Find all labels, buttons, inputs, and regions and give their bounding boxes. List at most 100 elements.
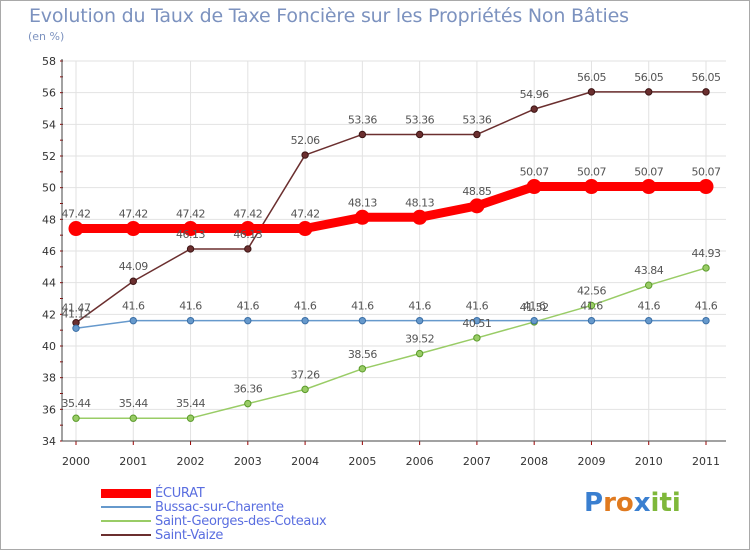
- data-point: [526, 179, 542, 195]
- y-tick-label: 56: [42, 87, 56, 100]
- x-tick-label: 2011: [692, 455, 720, 468]
- data-labels: 47.42 47.42 47.42 47.42 47.42 48.13 48.13 48.85…: [62, 71, 722, 410]
- series-line: [71, 182, 711, 234]
- data-point: [641, 179, 657, 195]
- x-tick-label: 2001: [119, 455, 147, 468]
- data-point: [186, 245, 195, 253]
- data-label: 41.6: [179, 300, 202, 313]
- data-label: 41.47: [62, 302, 91, 315]
- data-point: [129, 414, 137, 422]
- axes: 34 36 38 40 42 44 46 48 50 52 54 56 58 2000 2001 2002 20…: [42, 55, 726, 468]
- data-label: 54.96: [520, 88, 549, 101]
- y-tick-label: 40: [42, 340, 56, 353]
- series-saint-vaize: [72, 88, 710, 327]
- data-label: 44.93: [692, 247, 721, 260]
- data-point: [530, 105, 538, 113]
- legend-swatch: [101, 488, 151, 498]
- data-label: 41.6: [695, 300, 718, 313]
- data-point: [587, 316, 596, 325]
- data-label: 41.6: [408, 300, 431, 313]
- x-tick-label: 2000: [62, 455, 90, 468]
- y-tick-label: 48: [42, 213, 56, 226]
- data-point: [129, 316, 137, 325]
- data-label: 41.6: [351, 300, 374, 313]
- data-point: [72, 414, 80, 422]
- data-label: 41.6: [466, 300, 489, 313]
- data-label: 39.52: [405, 333, 434, 346]
- data-point: [186, 316, 195, 325]
- series-lines: [68, 88, 714, 422]
- logo-letter: x: [633, 488, 651, 518]
- x-tick-label: 2009: [577, 455, 605, 468]
- y-tick-label: 54: [42, 118, 56, 131]
- x-tick-label: 2005: [348, 455, 376, 468]
- data-point: [530, 316, 538, 325]
- data-label: 56.05: [634, 71, 663, 84]
- x-tick-label: 2004: [291, 455, 319, 468]
- data-point: [72, 324, 80, 332]
- logo-letter: r: [603, 488, 616, 518]
- y-tick-label: 38: [42, 372, 56, 385]
- series--curat: [68, 179, 714, 237]
- series-line: [75, 267, 707, 419]
- data-point: [645, 281, 653, 289]
- data-point: [415, 130, 424, 139]
- data-label: 41.6: [523, 300, 546, 313]
- logo-letter: t: [659, 488, 672, 518]
- series-bussac-sur-charente: [72, 316, 710, 332]
- data-point: [702, 88, 710, 96]
- data-point: [473, 316, 481, 325]
- data-point: [473, 334, 481, 342]
- data-point: [645, 88, 653, 96]
- legend-swatch: [101, 520, 151, 522]
- data-point: [358, 316, 367, 325]
- data-label: 48.13: [405, 196, 434, 209]
- data-point: [68, 221, 84, 237]
- logo-letter: i: [650, 488, 660, 518]
- legend-swatch: [101, 534, 151, 536]
- y-tick-label: 58: [42, 55, 56, 68]
- y-tick-label: 44: [42, 277, 56, 290]
- data-label: 41.6: [294, 300, 317, 313]
- data-label: 50.07: [634, 166, 663, 179]
- data-point: [186, 414, 195, 422]
- data-point: [183, 221, 199, 237]
- x-tick-label: 2003: [234, 455, 262, 468]
- data-label: 50.07: [692, 166, 721, 179]
- data-point: [358, 130, 367, 139]
- series-line: [75, 319, 707, 330]
- series-saint-georges-des-coteaux: [72, 264, 710, 422]
- data-point: [698, 179, 714, 195]
- grid: [62, 60, 726, 442]
- data-point: [473, 130, 481, 139]
- data-label: 47.42: [233, 208, 262, 221]
- data-label: 56.05: [577, 71, 606, 84]
- y-tick-label: 46: [42, 245, 56, 258]
- data-label: 41.6: [580, 300, 603, 313]
- data-point: [244, 399, 252, 408]
- data-label: 41.6: [237, 300, 260, 313]
- data-point: [354, 209, 370, 225]
- data-point: [587, 301, 596, 310]
- data-label: 47.42: [291, 208, 320, 221]
- data-label: 47.42: [62, 208, 91, 221]
- data-label: 36.36: [233, 383, 262, 396]
- data-point: [415, 316, 424, 325]
- data-point: [301, 385, 309, 394]
- data-point: [702, 264, 710, 272]
- data-label: 35.44: [62, 397, 91, 410]
- legend-label: ÉCURAT: [155, 485, 205, 501]
- data-label: 38.56: [348, 348, 377, 361]
- unit-label: (en %): [28, 30, 65, 43]
- data-point: [587, 88, 596, 96]
- y-tick-label: 36: [42, 403, 56, 416]
- data-point: [297, 221, 313, 237]
- logo-letter: o: [615, 488, 634, 518]
- data-point: [125, 221, 141, 237]
- data-label: 41.52: [520, 301, 549, 314]
- data-label: 41.6: [122, 300, 145, 313]
- data-point: [129, 277, 137, 285]
- data-label: 35.44: [119, 397, 148, 410]
- data-label: 53.36: [348, 113, 377, 126]
- logo-letter: i: [671, 488, 681, 518]
